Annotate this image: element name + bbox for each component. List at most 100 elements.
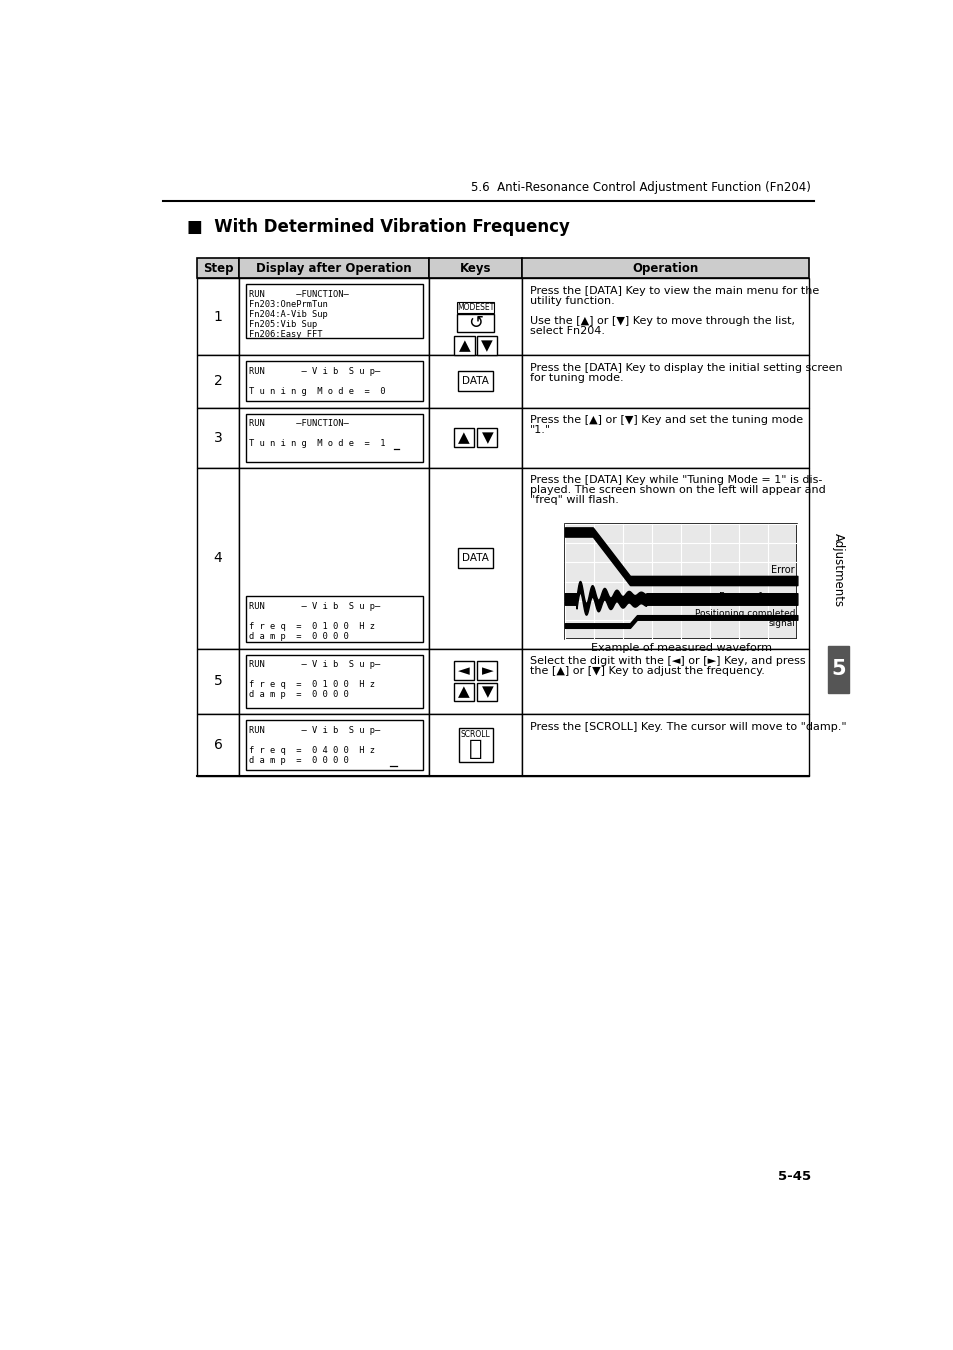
Bar [458,728,493,761]
Text: played. The screen shown on the left will appear and: played. The screen shown on the left wil… [530,486,825,495]
Bar [196,278,239,355]
Text: Use the [▲] or [▼] Key to move through the list,: Use the [▲] or [▼] Key to move through t… [530,316,794,325]
Bar [456,302,494,313]
Text: ▲: ▲ [458,338,470,352]
Bar [429,258,521,278]
Text: ▼: ▼ [481,684,493,699]
Text: 5: 5 [213,675,222,688]
Bar [196,408,239,467]
Bar [239,355,429,408]
Text: Force reference: Force reference [719,591,794,602]
Text: d a m p  =  0 0 0 0: d a m p = 0 0 0 0 [249,756,349,764]
Bar [239,258,429,278]
Text: d a m p  =  0 0 0 0: d a m p = 0 0 0 0 [249,690,349,699]
Text: Press the [▲] or [▼] Key and set the tuning mode: Press the [▲] or [▼] Key and set the tun… [530,416,802,425]
Text: ▼: ▼ [481,431,493,446]
Bar [521,258,808,278]
Bar [429,278,521,355]
Bar [245,414,422,462]
Text: f r e q  =  0 1 0 0  H z: f r e q = 0 1 0 0 H z [249,680,375,690]
Bar [239,408,429,467]
Text: "freq" will flash.: "freq" will flash. [530,495,618,505]
Text: f r e q  =  0 1 0 0  H z: f r e q = 0 1 0 0 H z [249,622,375,630]
Bar [429,714,521,776]
Bar [456,313,494,332]
Bar [196,714,239,776]
Text: DATA: DATA [462,377,489,386]
Bar [521,408,808,467]
Bar [429,355,521,408]
Text: Step: Step [203,262,233,275]
Text: ⛶: ⛶ [469,738,482,759]
Text: RUN      —FUNCTION—: RUN —FUNCTION— [249,420,349,428]
Text: T u n i n g  M o d e  =  1: T u n i n g M o d e = 1 [249,439,386,448]
Bar [454,428,474,447]
Text: 4: 4 [213,551,222,566]
Bar [454,336,474,355]
Bar [196,467,239,648]
Text: ▲: ▲ [457,431,470,446]
Text: RUN       — V i b  S u p—: RUN — V i b S u p— [249,726,380,734]
Text: 6: 6 [213,738,222,752]
Text: Press the [SCROLL] Key. The cursor will move to "damp.": Press the [SCROLL] Key. The cursor will … [530,722,845,732]
Bar [827,645,848,694]
Bar [429,408,521,467]
Text: Positioning completed
signal: Positioning completed signal [694,609,794,628]
Text: f r e q  =  0 4 0 0  H z: f r e q = 0 4 0 0 H z [249,745,375,755]
Text: 3: 3 [213,431,222,444]
Bar [521,355,808,408]
Bar [245,655,422,707]
Bar [245,597,422,643]
Text: Select the digit with the [◄] or [►] Key, and press: Select the digit with the [◄] or [►] Key… [530,656,804,667]
Text: "1.": "1." [530,425,551,435]
Text: 5: 5 [830,659,845,679]
Text: 2: 2 [213,374,222,389]
Bar [429,467,521,648]
Bar [454,662,474,680]
Text: Example of measured waveform: Example of measured waveform [590,643,771,653]
Bar [457,371,493,392]
Bar [429,648,521,714]
Text: Fn206:Easy FFT: Fn206:Easy FFT [249,329,323,339]
Text: MODESET: MODESET [456,302,494,312]
Text: Error: Error [771,566,794,575]
Text: select Fn204.: select Fn204. [530,325,604,336]
Text: RUN      —FUNCTION—: RUN —FUNCTION— [249,290,349,298]
Text: ▲: ▲ [457,684,470,699]
Text: Display after Operation: Display after Operation [256,262,412,275]
Bar [239,278,429,355]
Bar [196,258,239,278]
Text: ►: ► [481,663,493,678]
Bar [521,278,808,355]
Bar [245,285,422,339]
Bar [239,714,429,776]
Text: ▼: ▼ [480,338,493,352]
Text: Fn204:A-Vib Sup: Fn204:A-Vib Sup [249,310,328,319]
Bar [476,683,497,702]
Text: Keys: Keys [459,262,491,275]
Bar [476,662,497,680]
Text: T u n i n g  M o d e  =  0: T u n i n g M o d e = 0 [249,387,386,396]
Bar [564,524,797,640]
Text: Press the [DATA] Key to view the main menu for the: Press the [DATA] Key to view the main me… [530,286,819,296]
Bar [521,467,808,648]
Text: RUN       — V i b  S u p—: RUN — V i b S u p— [249,602,380,610]
Bar [245,721,422,770]
Text: Fn205:Vib Sup: Fn205:Vib Sup [249,320,317,329]
Bar [245,362,422,401]
Text: Press the [DATA] Key while "Tuning Mode = 1" is dis-: Press the [DATA] Key while "Tuning Mode … [530,475,821,486]
Bar [521,714,808,776]
Text: Operation: Operation [632,262,698,275]
Text: d a m p  =  0 0 0 0: d a m p = 0 0 0 0 [249,632,349,641]
Bar [457,548,493,568]
Text: SCROLL: SCROLL [460,730,490,740]
Text: Fn203:OnePrmTun: Fn203:OnePrmTun [249,300,328,309]
Text: 5.6  Anti-Resonance Control Adjustment Function (Fn204): 5.6 Anti-Resonance Control Adjustment Fu… [471,181,810,194]
Text: 5-45: 5-45 [778,1169,810,1183]
Text: RUN       — V i b  S u p—: RUN — V i b S u p— [249,660,380,670]
Text: utility function.: utility function. [530,296,614,306]
Bar [239,648,429,714]
Text: ■  With Determined Vibration Frequency: ■ With Determined Vibration Frequency [187,219,570,236]
Text: RUN       — V i b  S u p—: RUN — V i b S u p— [249,367,380,375]
Text: ↺: ↺ [468,315,483,332]
